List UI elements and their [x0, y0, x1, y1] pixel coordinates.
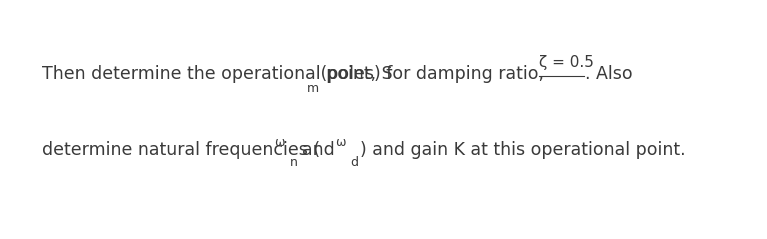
Text: . Also: . Also [585, 65, 633, 83]
Text: m: m [307, 82, 318, 95]
Text: ω: ω [275, 136, 285, 149]
Text: Then determine the operational point, S: Then determine the operational point, S [42, 65, 393, 83]
Text: ζ = 0.5: ζ = 0.5 [539, 55, 594, 70]
Text: ω: ω [335, 136, 346, 149]
Text: n: n [290, 156, 298, 169]
Text: determine natural frequencies (: determine natural frequencies ( [42, 141, 321, 159]
Text: d: d [351, 156, 358, 169]
Text: (poles) for damping ratio,: (poles) for damping ratio, [315, 65, 545, 83]
Text: and: and [302, 141, 335, 159]
Text: ) and gain K at this operational point.: ) and gain K at this operational point. [360, 141, 686, 159]
